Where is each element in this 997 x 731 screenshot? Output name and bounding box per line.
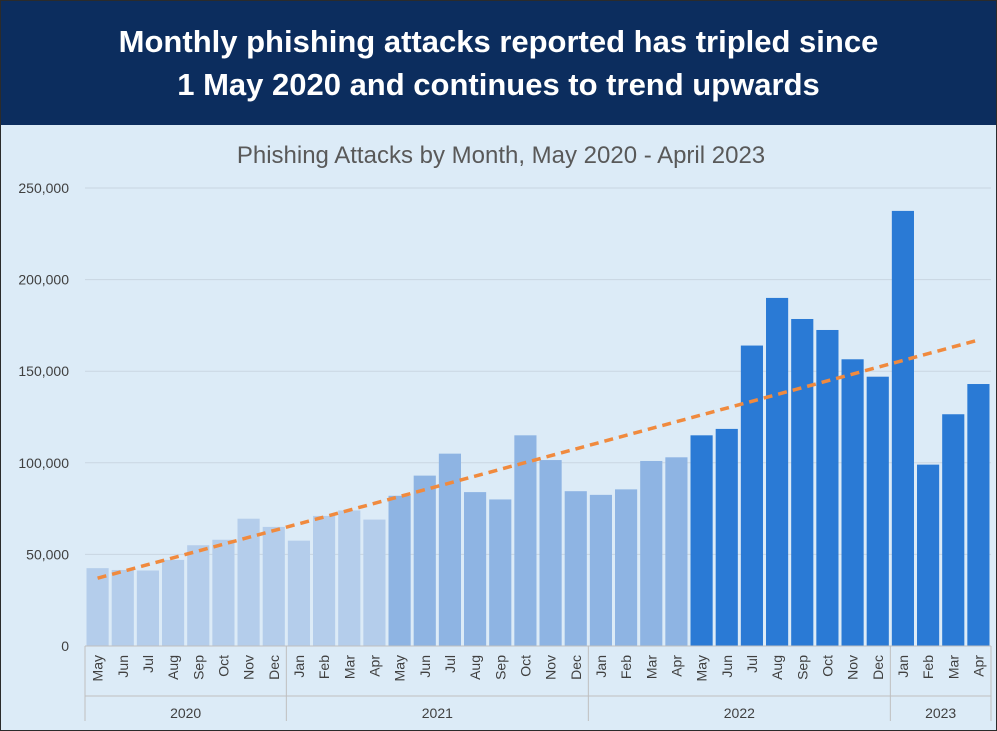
year-label: 2021 (422, 705, 453, 721)
bar (841, 359, 864, 646)
x-tick-label: May (694, 655, 710, 681)
headline: Monthly phishing attacks reported has tr… (69, 20, 929, 106)
bar (665, 457, 688, 646)
x-tick-label: Dec (870, 655, 886, 680)
x-tick-label: Jun (719, 655, 735, 678)
bar (891, 210, 914, 646)
x-tick-label: May (392, 655, 408, 681)
bar (111, 569, 134, 646)
bar-chart: Phishing Attacks by Month, May 2020 - Ap… (18, 142, 992, 721)
x-tick-label: Mar (945, 655, 961, 679)
bar (187, 545, 210, 646)
x-tick-label: Jan (895, 655, 911, 678)
x-tick-label: Feb (618, 655, 634, 679)
bar (438, 453, 461, 646)
x-tick-label: Feb (316, 655, 332, 679)
x-tick-label: Jan (291, 655, 307, 678)
bar (766, 297, 789, 646)
y-tick-label: 0 (61, 638, 69, 654)
x-tick-label: Jun (417, 655, 433, 678)
x-tick-label: May (90, 655, 106, 681)
y-tick-label: 50,000 (26, 546, 69, 562)
bar (791, 318, 814, 646)
bar (388, 495, 411, 646)
bar (237, 518, 260, 646)
bar (740, 345, 763, 646)
x-tick-label: Feb (920, 655, 936, 679)
bar (615, 489, 638, 646)
bar (136, 570, 159, 646)
x-tick-label: Sep (190, 655, 206, 680)
x-tick-label: Oct (517, 655, 533, 677)
year-label: 2020 (170, 705, 201, 721)
x-tick-label: Mar (643, 655, 659, 679)
x-tick-label: Aug (467, 655, 483, 680)
x-tick-label: Apr (366, 655, 382, 677)
x-tick-label: Aug (165, 655, 181, 680)
bar (967, 384, 990, 646)
bar (816, 329, 839, 646)
year-label: 2022 (724, 705, 755, 721)
x-tick-label: Jul (140, 655, 156, 673)
x-tick-label: Nov (845, 655, 861, 680)
x-tick-label: Nov (241, 655, 257, 680)
headline-line-2: 1 May 2020 and continues to trend upward… (177, 67, 820, 102)
bar (287, 540, 310, 646)
bar (413, 475, 436, 646)
bar (363, 519, 386, 646)
bar (866, 376, 889, 646)
x-tick-label: Jul (744, 655, 760, 673)
y-tick-label: 100,000 (18, 455, 69, 471)
chart-title: Phishing Attacks by Month, May 2020 - Ap… (237, 142, 765, 169)
x-tick-label: Sep (794, 655, 810, 680)
bar (262, 526, 285, 646)
bar (917, 464, 940, 646)
bar (86, 568, 109, 646)
trendline (97, 338, 979, 580)
gridlines (85, 187, 991, 555)
x-tick-label: Nov (543, 655, 559, 680)
x-tick-label: Apr (970, 655, 986, 677)
bar (514, 435, 537, 646)
x-tick-label: Jan (593, 655, 609, 678)
bar (942, 414, 965, 646)
x-axis: May Jun Jul Aug Sep Oct Nov Dec Jan Feb Mar Apr May J… (84, 645, 992, 721)
headline-banner: Monthly phishing attacks reported has tr… (1, 1, 996, 125)
x-tick-label: Jul (442, 655, 458, 673)
bar (640, 460, 663, 646)
headline-line-1: Monthly phishing attacks reported has tr… (118, 24, 879, 59)
x-tick-label: Aug (769, 655, 785, 680)
x-tick-label: Sep (492, 655, 508, 680)
bars (86, 210, 990, 646)
bar (489, 499, 512, 646)
x-tick-label: Oct (819, 655, 835, 677)
bar (715, 428, 738, 646)
y-tick-label: 250,000 (18, 180, 69, 196)
bar (564, 491, 587, 646)
x-tick-label: Dec (568, 655, 584, 680)
y-tick-label: 150,000 (18, 363, 69, 379)
x-tick-label: Mar (341, 655, 357, 679)
x-tick-label: Jun (115, 655, 131, 678)
bar (589, 494, 612, 646)
trendline-group (97, 338, 979, 580)
bar (464, 492, 487, 646)
bar (313, 515, 336, 646)
year-label: 2023 (925, 705, 956, 721)
y-axis-ticks: 0 50,000 100,000 150,000 200,000 250,000 (18, 180, 69, 654)
x-tick-label: Oct (215, 655, 231, 677)
bar (338, 510, 361, 646)
bar (690, 435, 713, 646)
bar (212, 539, 235, 646)
y-tick-label: 200,000 (18, 272, 69, 288)
bar (162, 559, 185, 646)
x-tick-label: Apr (668, 655, 684, 677)
bar (539, 460, 562, 646)
x-tick-label: Dec (266, 655, 282, 680)
